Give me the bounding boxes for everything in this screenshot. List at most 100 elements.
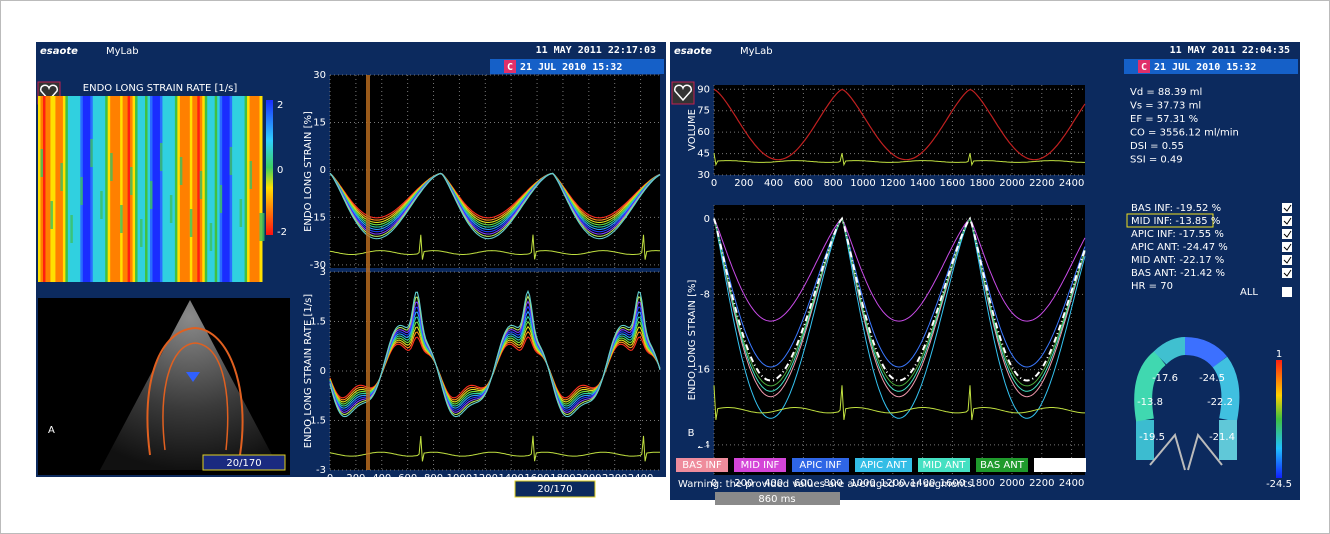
bullseye-value: -19.5 xyxy=(1139,432,1165,443)
study-date: 21 JUL 2010 15:32 xyxy=(520,62,622,73)
y-tick-label: 75 xyxy=(697,106,710,117)
x-tick-label: 1800 xyxy=(969,178,994,189)
button-label: BAS ANT xyxy=(980,460,1025,471)
y-tick-label: 90 xyxy=(697,84,710,95)
y-axis-label: ENDO LONG STRAIN RATE [1/s] xyxy=(303,294,314,449)
colormap-cell xyxy=(260,96,263,282)
logo-product: MyLab xyxy=(740,46,773,57)
x-tick-label: 1400 xyxy=(910,178,935,189)
colormap-title: ENDO LONG STRAIN RATE [1/s] xyxy=(83,83,238,94)
colorbar xyxy=(266,100,273,235)
segment-value: APIC ANT: -24.47 % xyxy=(1131,242,1228,253)
segment-value: BAS INF: -19.52 % xyxy=(1131,203,1221,214)
panel-label: B xyxy=(688,428,695,439)
y-tick-label: 30 xyxy=(697,170,710,181)
x-tick-label: 0 xyxy=(327,473,333,484)
x-tick-label: 600 xyxy=(398,473,417,484)
logo-brand: esaote xyxy=(674,46,712,57)
colorbar-label: -24.5 xyxy=(1266,479,1292,490)
y-tick-label: 60 xyxy=(697,127,710,138)
bullseye-value: -21.4 xyxy=(1209,432,1235,443)
x-tick-label: 2400 xyxy=(628,473,653,484)
x-tick-label: 1000 xyxy=(850,178,875,189)
x-tick-label: 2000 xyxy=(999,178,1024,189)
cursor xyxy=(366,75,370,470)
y-tick-label: 45 xyxy=(697,149,710,160)
date: 11 MAY 2011 22:17:03 xyxy=(536,45,656,56)
figure: esaote MyLab 11 MAY 2011 22:17:03 C 21 JUL 2… xyxy=(0,0,1330,534)
y-tick-label: 30 xyxy=(313,70,326,81)
y-axis-label: ENDO LONG STRAIN [%] xyxy=(303,111,314,232)
x-tick-label: 400 xyxy=(764,178,783,189)
bullseye-value: -13.8 xyxy=(1137,397,1163,408)
y-tick-label: 15 xyxy=(313,117,326,128)
bullseye-value: -22.2 xyxy=(1207,397,1233,408)
stat: Vs = 37.73 ml xyxy=(1130,101,1201,112)
y-axis-label: ENDO LONG STRAIN [%] xyxy=(687,280,698,401)
colorbar-label: 2 xyxy=(277,100,283,111)
stat: Vd = 88.39 ml xyxy=(1130,87,1202,98)
y-tick-label: 3 xyxy=(320,267,326,278)
colorbar-label: -2 xyxy=(277,227,287,238)
all-label: ALL xyxy=(1240,287,1258,298)
x-tick-label: 1000 xyxy=(447,473,472,484)
stat: DSI = 0.55 xyxy=(1130,141,1184,152)
colormap-cell xyxy=(260,213,265,241)
x-tick-label: 1600 xyxy=(940,178,965,189)
checkbox[interactable] xyxy=(1282,287,1292,297)
x-tick-label: 800 xyxy=(424,473,443,484)
y-axis-label: VOLUME xyxy=(687,109,698,151)
x-tick-label: 0 xyxy=(711,178,717,189)
x-tick-label: 200 xyxy=(346,473,365,484)
heart-rate: HR = 70 xyxy=(1131,281,1173,292)
colorbar-label: 0 xyxy=(277,165,283,176)
x-tick-label: 800 xyxy=(824,178,843,189)
bullseye-value: -24.5 xyxy=(1199,373,1225,384)
segment-value: BAS ANT: -21.42 % xyxy=(1131,268,1225,279)
stat: EF = 57.31 % xyxy=(1130,114,1198,125)
plot-area xyxy=(714,205,1085,475)
badge: C xyxy=(1141,62,1147,73)
x-tick-label: 600 xyxy=(794,178,813,189)
x-tick-label: 2200 xyxy=(602,473,627,484)
interval: 860 ms xyxy=(758,494,795,505)
segment-value: MID INF: -13.85 % xyxy=(1131,216,1220,227)
y-tick-label: 0 xyxy=(320,366,326,377)
y-tick-label: 0 xyxy=(704,214,710,225)
y-tick-label: -8 xyxy=(700,289,710,300)
button-label: BAS INF xyxy=(682,460,722,471)
x-tick-label: 200 xyxy=(734,178,753,189)
page: esaote MyLab 11 MAY 2011 22:17:03 C 21 JUL 2… xyxy=(0,0,1330,534)
date: 11 MAY 2011 22:04:35 xyxy=(1170,45,1290,56)
segment-arc xyxy=(1220,362,1230,420)
y-tick-label: -3 xyxy=(316,465,326,476)
colorbar xyxy=(1276,360,1282,478)
logo-brand: esaote xyxy=(40,46,78,57)
x-tick-label: 2400 xyxy=(1059,478,1084,489)
panel-label: A xyxy=(48,425,55,436)
colorbar-label: 1 xyxy=(1276,349,1282,360)
stat: CO = 3556.12 ml/min xyxy=(1130,128,1239,139)
segment-value: MID ANT: -22.17 % xyxy=(1131,255,1224,266)
x-tick-label: 2200 xyxy=(1029,178,1054,189)
segment-value: APIC INF: -17.55 % xyxy=(1131,229,1224,240)
button-label: APIC INF xyxy=(799,460,841,471)
plot-area xyxy=(330,75,660,268)
button-label: APIC ANT xyxy=(860,460,907,471)
y-tick-label: 0 xyxy=(320,165,326,176)
study-date: 21 JUL 2010 15:32 xyxy=(1154,62,1256,73)
x-tick-label: 1200 xyxy=(473,473,498,484)
x-tick-label: 2400 xyxy=(1059,178,1084,189)
button-label: MID ANT xyxy=(923,460,967,471)
warning: Warning: the provided values are average… xyxy=(678,479,976,490)
logo-product: MyLab xyxy=(106,46,139,57)
bullseye-value: -17.6 xyxy=(1152,373,1178,384)
x-tick-label: 2200 xyxy=(1029,478,1054,489)
button-label: ALL xyxy=(1051,460,1069,471)
frame-label: 20/170 xyxy=(226,458,261,469)
frame-counter: 20/170 xyxy=(537,484,572,495)
button-label: MID INF xyxy=(741,460,780,471)
stat: SSI = 0.49 xyxy=(1130,155,1183,166)
x-tick-label: 400 xyxy=(372,473,391,484)
x-tick-label: 1200 xyxy=(880,178,905,189)
